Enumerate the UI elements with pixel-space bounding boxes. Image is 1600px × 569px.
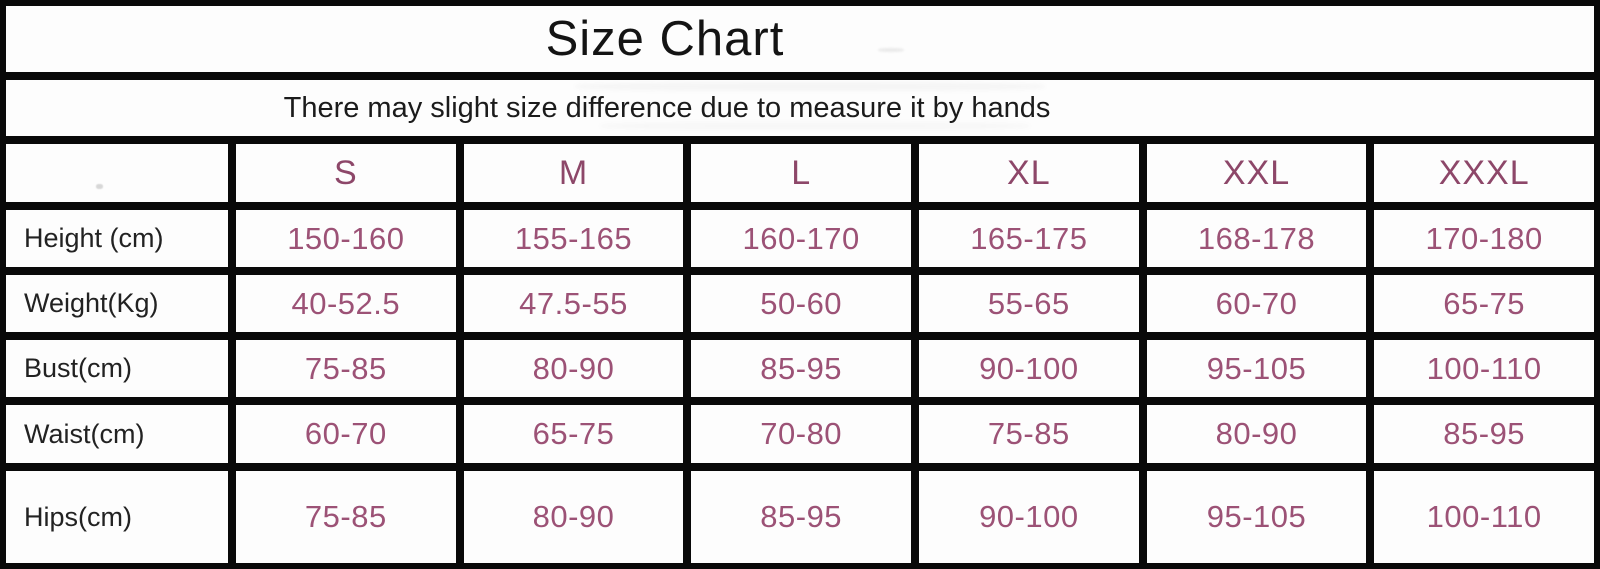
row-label-hips: Hips(cm) <box>6 471 228 563</box>
table-cell-waist-xl: 75-85 <box>919 405 1139 463</box>
table-cell-weight-s: 40-52.5 <box>236 275 456 332</box>
table-cell-bust-xl: 90-100 <box>919 340 1139 397</box>
row-label-waist: Waist(cm) <box>6 405 228 463</box>
header-empty-cell <box>6 144 228 202</box>
size-header-xl: XL <box>919 144 1139 202</box>
chart-subtitle-note: There may slight size difference due to … <box>6 80 1594 136</box>
table-cell-weight-m: 47.5-55 <box>463 275 684 332</box>
table-cell-height-m: 155-165 <box>463 210 684 267</box>
table-cell-waist-m: 65-75 <box>463 405 684 463</box>
table-cell-hips-xxl: 95-105 <box>1146 471 1367 563</box>
table-cell-weight-l: 50-60 <box>691 275 911 332</box>
table-cell-bust-l: 85-95 <box>691 340 911 397</box>
table-cell-hips-xl: 90-100 <box>919 471 1139 563</box>
table-cell-waist-xxl: 80-90 <box>1146 405 1367 463</box>
size-header-xxxl: XXXL <box>1374 144 1594 202</box>
table-cell-bust-xxxl: 100-110 <box>1374 340 1594 397</box>
table-cell-weight-xl: 55-65 <box>919 275 1139 332</box>
table-cell-waist-xxxl: 85-95 <box>1374 405 1594 463</box>
size-header-s: S <box>236 144 456 202</box>
size-header-xxl: XXL <box>1146 144 1367 202</box>
table-cell-bust-s: 75-85 <box>236 340 456 397</box>
table-cell-hips-l: 85-95 <box>691 471 911 563</box>
table-cell-waist-s: 60-70 <box>236 405 456 463</box>
table-cell-bust-m: 80-90 <box>463 340 684 397</box>
row-label-weight: Weight(Kg) <box>6 275 228 332</box>
table-cell-hips-m: 80-90 <box>463 471 684 563</box>
table-cell-height-xl: 165-175 <box>919 210 1139 267</box>
size-header-m: M <box>463 144 684 202</box>
table-cell-height-l: 160-170 <box>691 210 911 267</box>
size-header-l: L <box>691 144 911 202</box>
table-cell-bust-xxl: 95-105 <box>1146 340 1367 397</box>
row-label-bust: Bust(cm) <box>6 340 228 397</box>
table-cell-weight-xxl: 60-70 <box>1146 275 1367 332</box>
table-cell-waist-l: 70-80 <box>691 405 911 463</box>
chart-title: Size Chart <box>6 6 1594 72</box>
table-cell-weight-xxxl: 65-75 <box>1374 275 1594 332</box>
table-cell-height-xxxl: 170-180 <box>1374 210 1594 267</box>
table-cell-hips-xxxl: 100-110 <box>1374 471 1594 563</box>
table-cell-height-s: 150-160 <box>236 210 456 267</box>
table-cell-hips-s: 75-85 <box>236 471 456 563</box>
row-label-height: Height (cm) <box>6 210 228 267</box>
table-cell-height-xxl: 168-178 <box>1146 210 1367 267</box>
